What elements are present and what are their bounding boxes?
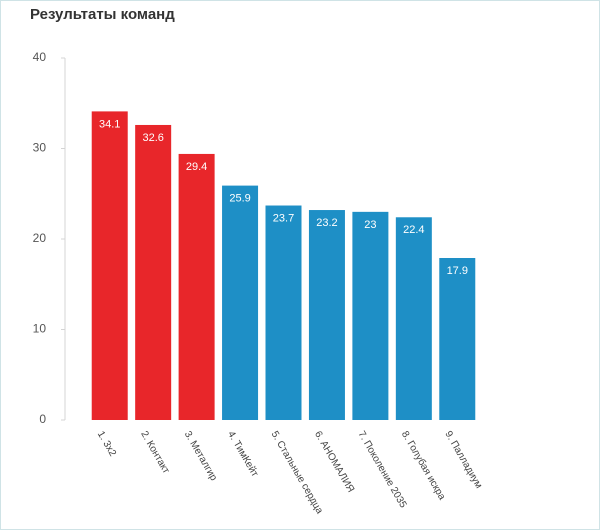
bar (439, 258, 476, 420)
data-label: 23.2 (316, 217, 337, 229)
data-label: 32.6 (142, 132, 163, 144)
bar (395, 217, 432, 420)
chart-title: Результаты команд (30, 6, 175, 23)
y-tick-label: 20 (33, 231, 47, 245)
data-label: 22.4 (403, 224, 424, 236)
data-label: 25.9 (229, 193, 250, 205)
bar (178, 153, 215, 420)
data-label: 23.7 (273, 212, 294, 224)
bar (352, 211, 389, 420)
data-label: 17.9 (447, 265, 468, 277)
data-label: 29.4 (186, 161, 207, 173)
y-tick-label: 30 (33, 141, 47, 155)
bar (91, 111, 128, 421)
y-tick-label: 40 (33, 50, 47, 64)
y-tick-label: 0 (39, 412, 46, 426)
bar (135, 124, 172, 420)
y-tick-label: 10 (33, 322, 47, 336)
data-label: 23 (364, 219, 376, 231)
bar (308, 210, 345, 420)
bar (222, 185, 259, 420)
data-label: 34.1 (99, 118, 120, 130)
bar (265, 205, 302, 420)
